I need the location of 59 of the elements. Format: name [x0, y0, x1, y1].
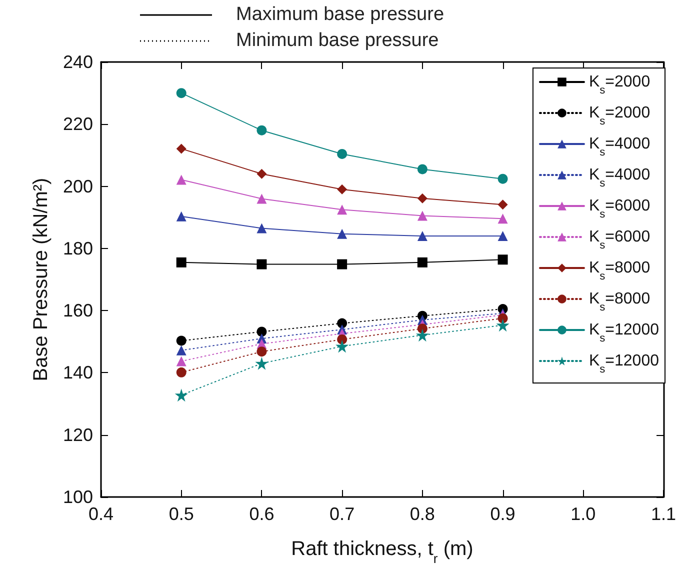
point [417, 324, 428, 334]
point [174, 388, 188, 402]
point [336, 340, 349, 353]
text: Minimum base pressure [236, 30, 439, 52]
x-tick-label: 1.1 [650, 504, 676, 524]
point [176, 211, 186, 222]
x-tick-label: 0.6 [249, 504, 274, 524]
point [417, 164, 428, 174]
text: Maximum base pressure [236, 4, 444, 26]
x-tick-label: 0.7 [330, 504, 355, 524]
point [176, 144, 186, 154]
point [256, 194, 267, 204]
point [256, 125, 267, 136]
y-tick-label: 160 [62, 300, 93, 321]
point [176, 174, 186, 185]
y-tick-label: 100 [62, 487, 93, 507]
point [337, 228, 348, 239]
point [176, 336, 186, 346]
point [176, 257, 186, 268]
point [256, 223, 267, 234]
point [176, 88, 186, 98]
x-tick-label: 0.5 [168, 504, 194, 524]
point [416, 328, 429, 342]
point [256, 326, 267, 337]
point [498, 214, 508, 224]
point [498, 313, 508, 324]
point [417, 257, 428, 268]
point [256, 168, 267, 179]
point [337, 318, 348, 328]
point [337, 148, 348, 159]
point [496, 318, 510, 332]
point [256, 346, 267, 357]
point [255, 356, 268, 370]
point [417, 231, 428, 241]
point [176, 356, 186, 366]
point [417, 210, 428, 221]
y-tick-label: 120 [62, 424, 93, 445]
point [176, 345, 186, 356]
x-tick-label: 1.0 [570, 504, 596, 524]
point [176, 367, 186, 378]
y-axis-title: Base Pressure (kN/m²) [30, 178, 52, 382]
point [417, 193, 428, 204]
point [337, 184, 348, 194]
point [337, 259, 348, 270]
point [498, 231, 508, 241]
x-tick-label: 0.4 [88, 504, 114, 524]
point [498, 174, 508, 184]
x-tick-label: 0.8 [410, 504, 435, 524]
y-tick-label: 240 [62, 52, 93, 72]
y-tick-label: 140 [62, 362, 93, 383]
point [337, 334, 348, 344]
point [337, 204, 348, 215]
point [256, 259, 267, 270]
y-tick-label: 180 [62, 238, 93, 258]
y-tick-label: 200 [62, 176, 93, 196]
x-tick-label: 0.9 [490, 504, 516, 524]
point [498, 254, 508, 265]
point [498, 200, 508, 210]
y-tick-label: 220 [62, 114, 93, 134]
